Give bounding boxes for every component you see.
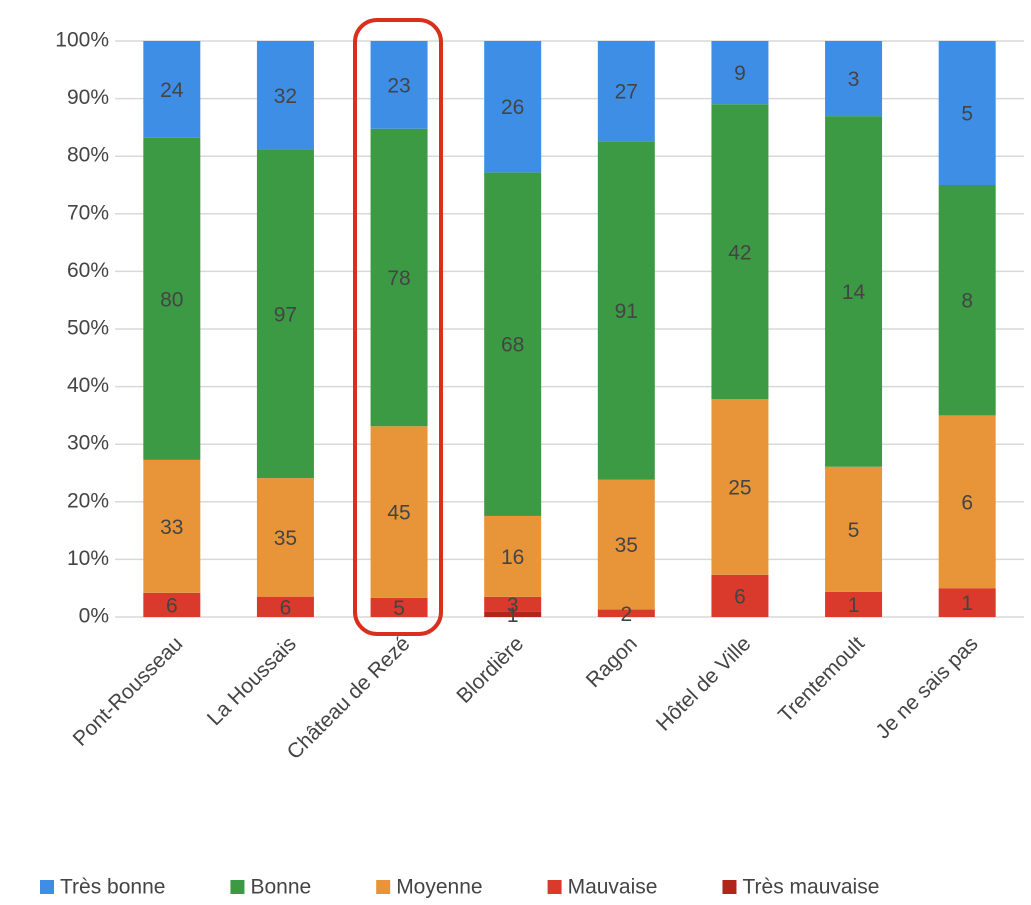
data-label: 6 [734, 585, 746, 608]
y-tick-label: 90% [67, 86, 109, 109]
bar-segment [370, 597, 428, 617]
bar-segment [484, 172, 542, 516]
data-label: 68 [501, 334, 524, 357]
legend-swatch [376, 880, 391, 894]
bar-segment [597, 609, 655, 617]
legend-label: Moyenne [396, 876, 482, 899]
data-label: 35 [615, 534, 638, 557]
data-label: 35 [274, 527, 297, 550]
legend-swatch [547, 880, 562, 894]
bar-segment [256, 41, 314, 150]
y-tick-label: 40% [67, 374, 109, 397]
data-label: 27 [615, 81, 638, 104]
data-label: 1 [848, 594, 860, 617]
data-label: 33 [160, 516, 183, 539]
data-label: 23 [387, 74, 410, 97]
data-label: 32 [274, 85, 297, 108]
bar-segment [143, 459, 201, 593]
data-label: 2 [620, 603, 632, 626]
legend-label: Bonne [250, 876, 311, 899]
data-label: 97 [274, 303, 297, 326]
legend-label: Très mauvaise [742, 876, 879, 899]
data-label: 9 [734, 62, 746, 85]
data-label: 5 [848, 519, 860, 542]
y-tick-label: 100% [55, 29, 109, 52]
x-tick-label: Je ne sais pas [871, 632, 982, 743]
legend-swatch [40, 880, 54, 894]
data-label: 25 [728, 477, 751, 500]
bar-segment [597, 479, 655, 610]
bar-segment [825, 41, 883, 117]
bar-segment [938, 415, 996, 589]
legend-label: Mauvaise [568, 876, 658, 899]
data-label: 14 [842, 281, 866, 304]
bar-segment [370, 41, 428, 129]
data-label: 6 [961, 491, 973, 514]
data-label: 26 [501, 96, 524, 119]
bar-segment [938, 185, 996, 416]
bar-segment [711, 104, 769, 400]
bar-segment [938, 41, 996, 185]
bar-segment [711, 399, 769, 575]
bar-segment [143, 41, 201, 138]
data-label: 5 [393, 597, 405, 620]
x-tick-label: Blordière [452, 632, 528, 708]
bar-segment [711, 574, 769, 617]
y-tick-label: 20% [67, 489, 109, 512]
y-tick-label: 10% [67, 547, 109, 570]
data-label: 42 [728, 241, 751, 264]
y-tick-label: 70% [67, 201, 109, 224]
data-label: 91 [615, 300, 638, 323]
bar-segment [484, 596, 542, 612]
data-label: 3 [848, 68, 860, 91]
x-tick-label: Trentemoult [774, 632, 869, 727]
highlight-box [353, 18, 443, 636]
bar-segment [825, 466, 883, 592]
data-label: 1 [961, 592, 973, 615]
x-tick-label: Château de Rezé [283, 632, 415, 764]
data-label: 45 [387, 502, 410, 525]
data-label: 16 [501, 546, 524, 569]
bar-segment [825, 116, 883, 467]
bar-segment [484, 611, 542, 617]
x-tick-label: La Houssais [203, 632, 301, 730]
legend-swatch [230, 880, 245, 894]
bar-segment [484, 515, 542, 597]
data-label: 5 [961, 103, 973, 126]
bar-segment [938, 588, 996, 617]
bar-segment [256, 478, 314, 597]
x-tick-label: Ragon [582, 632, 642, 692]
data-label: 3 [507, 594, 519, 617]
bar-segment [370, 128, 428, 427]
data-label: 1 [507, 604, 519, 627]
y-tick-label: 60% [67, 259, 109, 282]
y-tick-label: 80% [67, 144, 109, 167]
bar-segment [143, 137, 201, 460]
bar-segment [825, 591, 883, 617]
bar-segment [711, 41, 769, 105]
legend-swatch [722, 880, 737, 894]
bar-segment [597, 41, 655, 142]
bar-segment [256, 149, 314, 479]
y-tick-label: 50% [67, 317, 109, 340]
legend-label: Très bonne [60, 876, 165, 899]
data-label: 24 [160, 79, 184, 102]
data-label: 6 [166, 594, 178, 617]
bar-segment [256, 596, 314, 617]
data-label: 8 [961, 290, 973, 313]
y-tick-label: 0% [79, 605, 109, 628]
data-label: 6 [280, 596, 292, 619]
data-label: 80 [160, 288, 183, 311]
bar-segment [143, 592, 201, 617]
x-tick-label: Pont-Rousseau [69, 632, 188, 751]
bar-segment [484, 41, 542, 173]
bar-segment [370, 426, 428, 598]
y-tick-label: 30% [67, 432, 109, 455]
bar-segment [597, 141, 655, 480]
data-label: 78 [387, 267, 410, 290]
x-tick-label: Hôtel de Ville [652, 632, 755, 735]
